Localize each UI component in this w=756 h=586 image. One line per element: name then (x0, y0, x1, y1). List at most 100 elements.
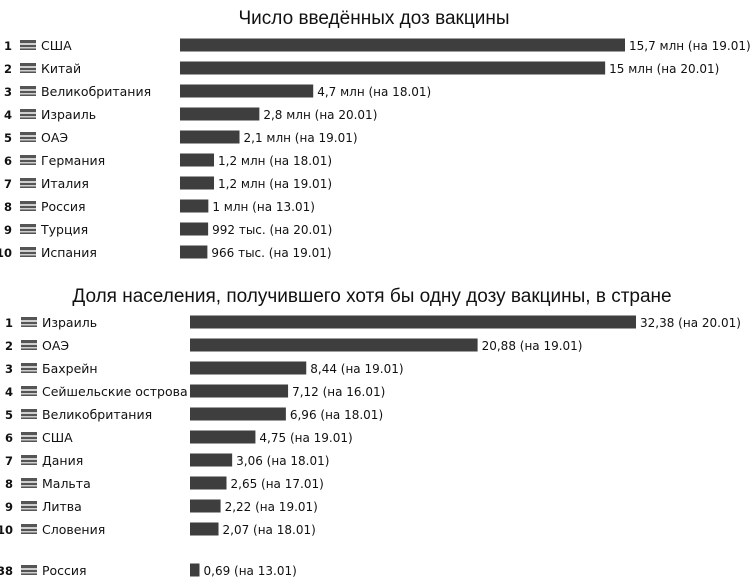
value-label: 2,65 (на 17.01) (231, 477, 324, 491)
flag-icon (21, 455, 37, 465)
country-label: Сейшельские острова (42, 384, 188, 399)
flag-icon (20, 63, 36, 73)
rank-label: 10 (0, 246, 12, 260)
bar (180, 245, 208, 259)
flag-icon-stripe (20, 250, 36, 252)
flag-icon (20, 40, 36, 50)
bar (190, 453, 233, 467)
bar (180, 222, 209, 236)
flag-icon-stripe (21, 366, 37, 368)
flag-icon-stripe (20, 116, 36, 118)
country-label: Испания (41, 245, 97, 260)
flag-icon-stripe (21, 389, 37, 391)
flag-icon-stripe (20, 181, 36, 183)
value-label: 1,2 млн (на 19.01) (218, 177, 332, 191)
bar (190, 522, 219, 536)
flag-icon (20, 224, 36, 234)
value-label: 966 тыс. (на 19.01) (211, 246, 331, 260)
flag-icon-stripe (20, 227, 36, 229)
country-label: Германия (41, 153, 105, 168)
flag-icon-stripe (21, 439, 37, 441)
flag-icon-stripe (20, 89, 36, 91)
country-label: Словения (42, 522, 105, 537)
bar (180, 199, 209, 213)
flag-icon-stripe (20, 112, 36, 114)
flag-icon-stripe (21, 458, 37, 460)
flag-icon-stripe (21, 508, 37, 510)
flag-icon-stripe (20, 208, 36, 210)
flag-icon (21, 340, 37, 350)
rank-label: 10 (0, 523, 13, 537)
rank-label: 4 (4, 108, 12, 122)
bar (180, 61, 606, 75)
value-label: 15 млн (на 20.01) (609, 62, 719, 76)
bar (180, 38, 625, 52)
flag-icon-stripe (20, 185, 36, 187)
flag-icon-stripe (20, 93, 36, 95)
rank-label: 5 (4, 131, 12, 145)
rank-label: 8 (4, 200, 12, 214)
bar (180, 176, 215, 190)
flag-icon-stripe (21, 572, 37, 574)
flag-icon (20, 247, 36, 257)
flag-icon (20, 86, 36, 96)
country-label: Россия (41, 199, 86, 214)
flag-icon-stripe (20, 139, 36, 141)
flag-icon-stripe (20, 204, 36, 206)
flag-icon-stripe (21, 504, 37, 506)
flag-icon (21, 478, 37, 488)
value-label: 15,7 млн (на 19.01) (629, 39, 751, 53)
country-label: Израиль (42, 315, 97, 330)
value-label: 2,1 млн (на 19.01) (244, 131, 358, 145)
bar (190, 476, 227, 490)
flag-icon (20, 155, 36, 165)
value-label: 3,06 (на 18.01) (236, 454, 329, 468)
value-label: 8,44 (на 19.01) (310, 362, 403, 376)
country-label: США (42, 430, 73, 445)
country-label: Мальта (42, 476, 91, 491)
flag-icon-stripe (21, 320, 37, 322)
flag-icon (21, 432, 37, 442)
value-label: 7,12 (на 16.01) (292, 385, 385, 399)
value-label: 1,2 млн (на 18.01) (218, 154, 332, 168)
bar (190, 315, 636, 329)
bar (180, 130, 240, 144)
bar (190, 430, 256, 444)
rank-label: 38 (0, 564, 13, 578)
value-label: 0,69 (на 13.01) (204, 564, 297, 578)
flag-icon (21, 363, 37, 373)
bar (190, 338, 478, 352)
flag-icon (21, 386, 37, 396)
country-label: Китай (41, 61, 81, 76)
rank-label: 1 (5, 316, 13, 330)
flag-icon-stripe (20, 135, 36, 137)
bar (190, 407, 286, 421)
country-label: Израиль (41, 107, 96, 122)
rank-label: 7 (5, 454, 13, 468)
flag-icon (20, 109, 36, 119)
bar (190, 384, 289, 398)
value-label: 2,22 (на 19.01) (225, 500, 318, 514)
country-label: ОАЭ (42, 338, 69, 353)
flag-icon-stripe (21, 527, 37, 529)
country-label: Турция (40, 222, 88, 237)
rank-label: 6 (4, 154, 12, 168)
flag-icon-stripe (21, 531, 37, 533)
rank-label: 3 (4, 85, 12, 99)
rank-label: 8 (5, 477, 13, 491)
chart-doses: 1 США 15,7 млн (на 19.01) 2 Китай 15 млн (на … (0, 38, 751, 260)
flag-icon (21, 409, 37, 419)
flag-icon-stripe (21, 462, 37, 464)
flag-icon-stripe (20, 66, 36, 68)
country-label: Бахрейн (42, 361, 98, 376)
chart-1-title: Число введённых доз вакцины (239, 8, 510, 29)
country-label: Великобритания (42, 407, 152, 422)
flag-icon-stripe (21, 370, 37, 372)
flag-icon (20, 178, 36, 188)
value-label: 32,38 (на 20.01) (640, 316, 741, 330)
bar (180, 107, 260, 121)
chart-population-share: 1 Израиль 32,38 (на 20.01) 2 ОАЭ 20,88 (на 19… (0, 315, 741, 578)
rank-label: 9 (5, 500, 13, 514)
flag-icon-stripe (21, 347, 37, 349)
